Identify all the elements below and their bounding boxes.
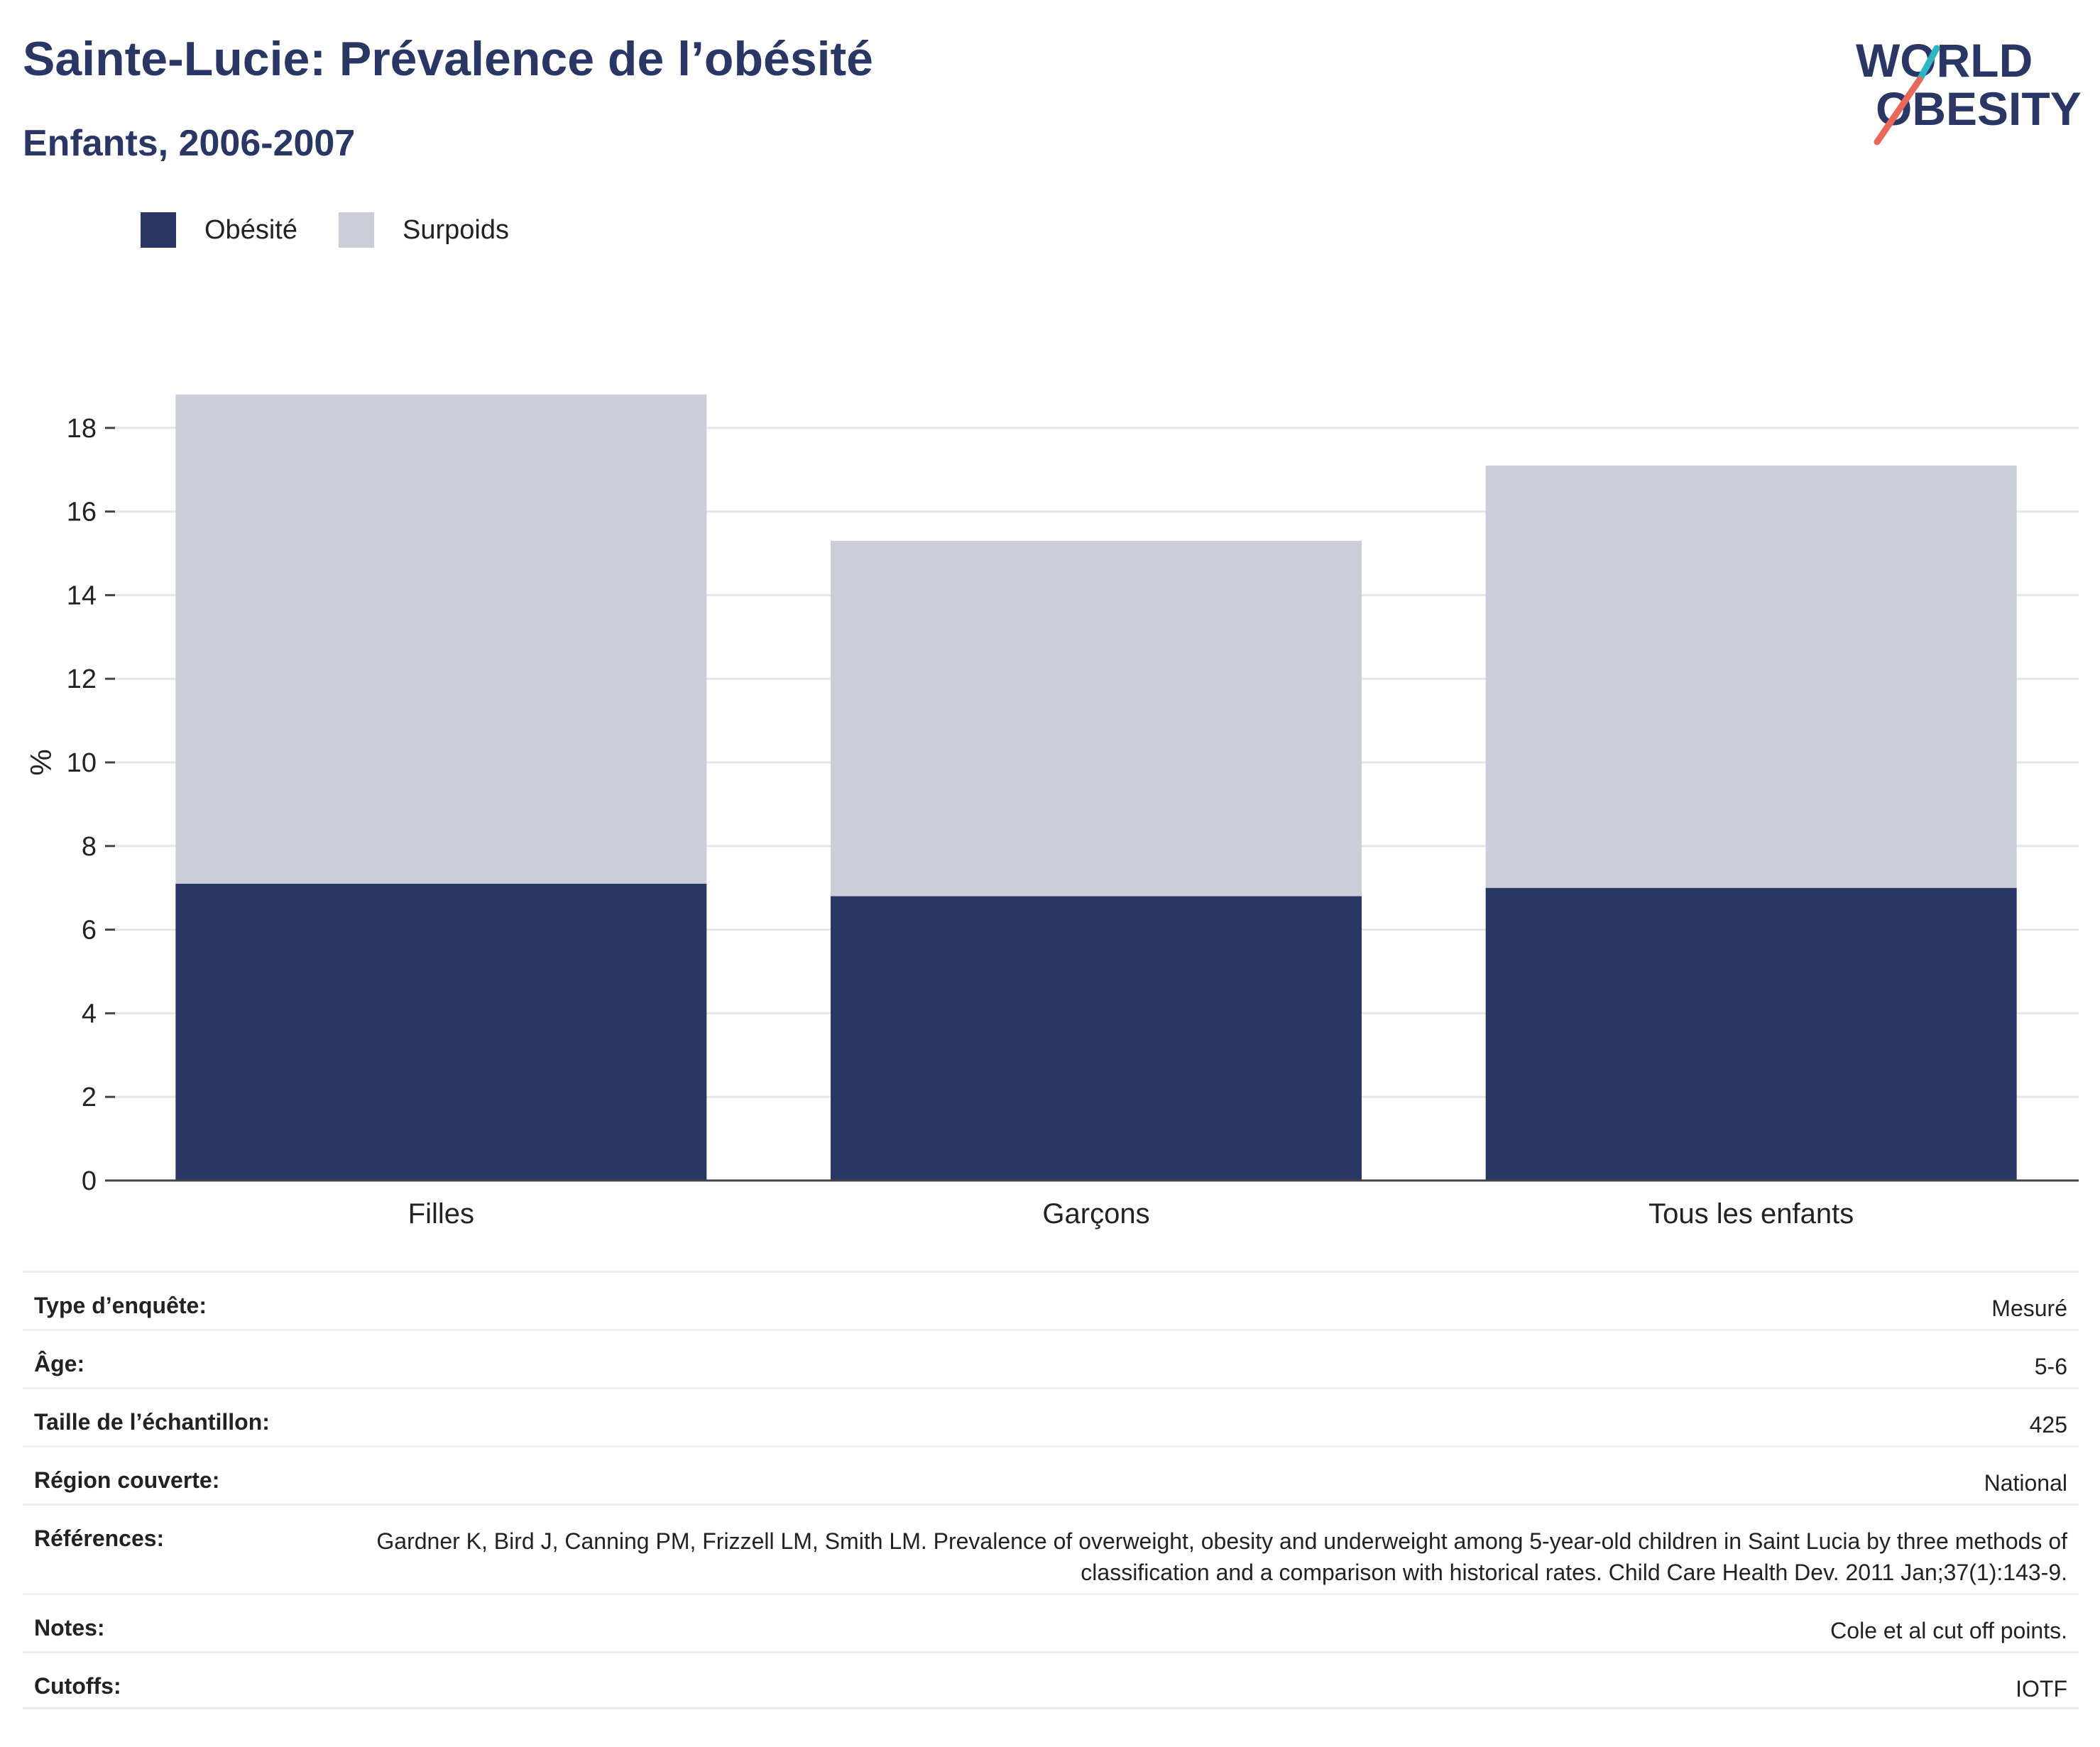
bar-overweight — [831, 540, 1362, 897]
legend-swatch-overweight — [338, 212, 374, 248]
y-tick-label: 4 — [82, 999, 97, 1029]
info-value: Mesuré — [1991, 1296, 2067, 1321]
x-tick-label: Tous les enfants — [1648, 1198, 1854, 1230]
logo-slash-teal — [1916, 45, 1940, 83]
info-key: Références: — [34, 1526, 165, 1551]
bar-chart: 0 2 4 6 8 10 12 14 16 18% Filles Garçons Tous les en… — [0, 355, 2100, 1239]
bar-obesity — [1485, 887, 2017, 1181]
legend-item-overweight: Surpoids — [338, 212, 550, 248]
info-key: Âge: — [34, 1351, 85, 1376]
info-value: 425 — [2029, 1412, 2067, 1437]
legend-swatch-obesity — [141, 212, 176, 248]
info-key: Taille de l’échantillon: — [34, 1409, 270, 1435]
y-tick-label: 18 — [67, 414, 97, 444]
bar-overweight — [175, 394, 707, 884]
info-key: Région couverte: — [34, 1467, 220, 1493]
info-row: Âge: 5-6 — [23, 1329, 2079, 1387]
logo-slash-coral — [1874, 76, 1923, 146]
info-value: 5-6 — [2034, 1354, 2067, 1379]
info-value: National — [1984, 1470, 2067, 1496]
logo-line-world: WORLD — [1856, 34, 2033, 87]
y-tick-label: 6 — [82, 916, 97, 946]
legend-item-obesity: Obésité — [141, 212, 339, 248]
info-key: Cutoffs: — [34, 1673, 121, 1699]
bar-chart-svg: 0 2 4 6 8 10 12 14 16 18% Filles Garçons Tous les en… — [24, 394, 2079, 1230]
info-value: Gardner K, Bird J, Canning PM, Frizzell … — [376, 1528, 2067, 1585]
logo-line-obesity: OBESITY — [1876, 82, 2082, 135]
legend-label-overweight: Surpoids — [402, 214, 509, 245]
info-value: Cole et al cut off points. — [1830, 1618, 2067, 1643]
x-tick-label: Garçons — [1042, 1198, 1149, 1230]
info-row: Notes: Cole et al cut off points. — [23, 1593, 2079, 1651]
info-value: IOTF — [2016, 1676, 2067, 1702]
legend-label-obesity: Obésité — [204, 214, 297, 245]
y-tick-label: 12 — [67, 664, 97, 694]
y-tick-label: 2 — [82, 1083, 97, 1112]
info-row: Références: Gardner K, Bird J, Canning PM… — [23, 1504, 2079, 1593]
y-tick-label: 14 — [67, 581, 97, 610]
y-tick-label: 16 — [67, 498, 97, 527]
world-obesity-logo: WORLD OBESITY — [1846, 20, 2087, 155]
survey-info-table: Type d’enquête: Mesuré Âge: 5-6 Taille de l’… — [23, 1271, 2079, 1709]
info-row: Région couverte: National — [23, 1445, 2079, 1504]
info-row: Taille de l’échantillon: 425 — [23, 1387, 2079, 1445]
info-key: Type d’enquête: — [34, 1293, 207, 1318]
info-row: Type d’enquête: Mesuré — [23, 1271, 2079, 1329]
info-key: Notes: — [34, 1615, 105, 1641]
y-tick-label: 8 — [82, 832, 97, 862]
x-tick-label: Filles — [408, 1198, 474, 1230]
y-axis-label: % — [24, 749, 58, 775]
bar-overweight — [1485, 465, 2017, 888]
chart-legend: Obésité Surpoids — [141, 209, 550, 251]
page-subtitle: Enfants, 2006-2007 — [23, 123, 356, 164]
y-tick-label: 10 — [67, 748, 97, 778]
bar-obesity — [831, 896, 1362, 1181]
info-row: Cutoffs: IOTF — [23, 1651, 2079, 1709]
bar-obesity — [175, 883, 707, 1181]
y-tick-label: 0 — [82, 1166, 97, 1196]
page-title: Sainte-Lucie: Prévalence de l’obésité — [23, 32, 874, 86]
